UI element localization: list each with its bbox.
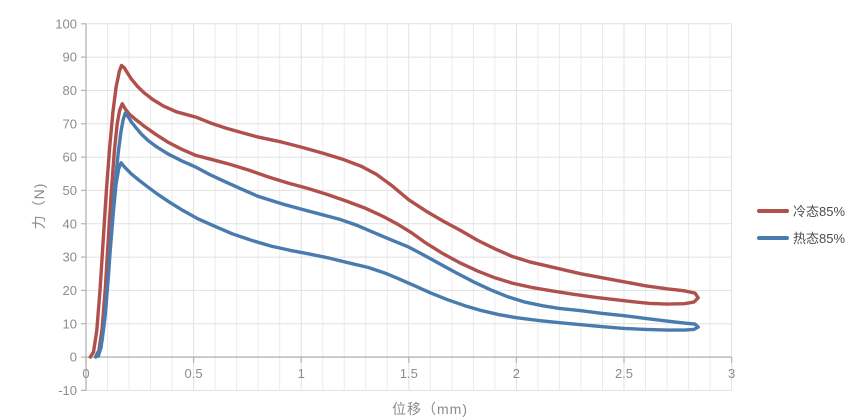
x-tick-label: 1.5 — [400, 366, 418, 381]
legend-item-hot-85[interactable]: 热态85% — [757, 229, 845, 246]
y-tick-label: 10 — [63, 316, 77, 331]
y-tick-label: 60 — [63, 150, 77, 165]
y-tick-label: 20 — [63, 283, 77, 298]
y-tick-label: 100 — [55, 16, 77, 31]
y-tick-label: -10 — [58, 383, 77, 398]
legend-label-hot: 热态85% — [793, 231, 846, 246]
y-tick-label: 90 — [63, 50, 77, 65]
y-tick-label: 30 — [63, 250, 77, 265]
series-line-cold-85 — [88, 63, 700, 359]
legend-line-cold-icon — [757, 208, 789, 213]
x-tick-label: 1 — [298, 366, 305, 381]
x-tick-label: 2.5 — [615, 366, 633, 381]
y-tick-label: 80 — [63, 83, 77, 98]
legend-line-hot-icon — [757, 235, 789, 240]
y-axis-title: 力（N) — [31, 182, 47, 230]
y-tick-label: 0 — [70, 350, 77, 365]
x-tick-label: 3 — [728, 366, 735, 381]
legend-item-cold-85[interactable]: 冷态85% — [757, 202, 845, 219]
y-tick-label: 70 — [63, 116, 77, 131]
x-tick-label: 2 — [513, 366, 520, 381]
x-axis-title: 位移（mm) — [392, 401, 468, 417]
series-line-hot-85 — [94, 111, 700, 359]
y-tick-label: 40 — [63, 216, 77, 231]
legend: 冷态85% 热态85% — [757, 202, 845, 256]
x-tick-label: 0.5 — [185, 366, 203, 381]
x-tick-label: 0 — [82, 366, 89, 381]
y-tick-label: 50 — [63, 183, 77, 198]
legend-label-cold: 冷态85% — [793, 204, 846, 219]
